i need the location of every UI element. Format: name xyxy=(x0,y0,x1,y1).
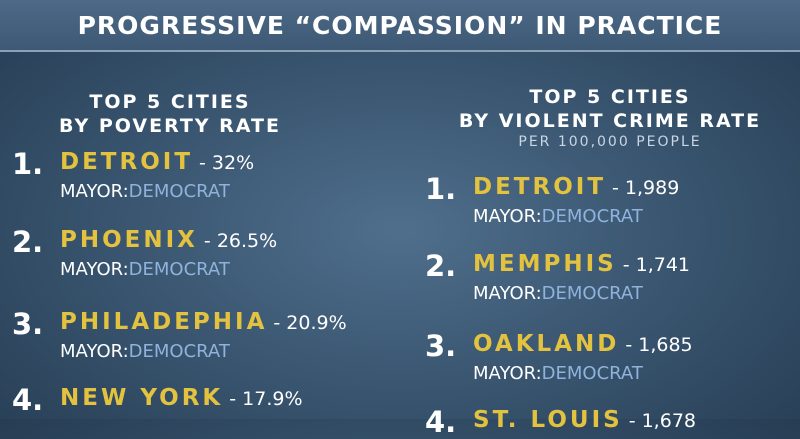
title-banner: PROGRESSIVE “COMPASSION” IN PRACTICE xyxy=(0,0,800,52)
crime-value: - 1,685 xyxy=(625,334,693,356)
mayor-line: MAYOR:DEMOCRAT xyxy=(473,206,643,227)
mayor-line: MAYOR:DEMOCRAT xyxy=(60,341,230,362)
mayor-line: MAYOR:DEMOCRAT xyxy=(473,363,643,384)
poverty-value: - 26.5% xyxy=(203,230,278,252)
city-label: ST. LOUIS xyxy=(473,407,623,433)
rank-number: 4. xyxy=(12,383,44,417)
city-name: NEW YORK - 17.9% xyxy=(60,385,303,411)
mayor-line: MAYOR:DEMOCRAT xyxy=(60,259,230,280)
mayor-line: MAYOR:DEMOCRAT xyxy=(60,181,230,202)
city-label: DETROIT xyxy=(473,174,607,200)
crime-value: - 1,989 xyxy=(612,177,680,199)
city-name: DETROIT - 32% xyxy=(60,149,254,175)
mayor-label: MAYOR: xyxy=(60,341,129,362)
rank-number: 2. xyxy=(425,249,457,283)
banner-title: PROGRESSIVE “COMPASSION” IN PRACTICE xyxy=(77,10,723,40)
rank-number: 3. xyxy=(425,329,457,363)
mayor-label: MAYOR: xyxy=(60,259,129,280)
poverty-value: - 32% xyxy=(199,152,255,174)
mayor-party: DEMOCRAT xyxy=(128,259,230,280)
city-label: NEW YORK xyxy=(60,385,224,411)
poverty-heading-line1: TOP 5 CITIES xyxy=(89,91,251,113)
mayor-label: MAYOR: xyxy=(60,181,129,202)
crime-heading-line2: BY VIOLENT CRIME RATE xyxy=(458,110,762,132)
crime-value: - 1,741 xyxy=(622,254,691,276)
city-name: OAKLAND - 1,685 xyxy=(473,331,693,357)
city-label: OAKLAND xyxy=(473,331,620,357)
rank-number: 2. xyxy=(12,225,44,259)
mayor-party: DEMOCRAT xyxy=(541,206,643,227)
poverty-value: - 20.9% xyxy=(273,312,347,334)
mayor-line: MAYOR:DEMOCRAT xyxy=(473,283,643,304)
rank-number: 4. xyxy=(425,405,457,439)
rank-number: 1. xyxy=(425,172,457,206)
mayor-label: MAYOR: xyxy=(473,363,542,384)
rank-number: 1. xyxy=(12,147,44,181)
mayor-party: DEMOCRAT xyxy=(541,283,643,304)
city-label: MEMPHIS xyxy=(473,251,617,277)
poverty-value: - 17.9% xyxy=(229,388,303,410)
rank-number: 3. xyxy=(12,307,44,341)
crime-heading-line1: TOP 5 CITIES xyxy=(529,86,691,108)
crime-subheading: PER 100,000 PEOPLE xyxy=(518,134,702,150)
mayor-party: DEMOCRAT xyxy=(128,341,230,362)
city-name: MEMPHIS - 1,741 xyxy=(473,251,690,277)
city-label: PHOENIX xyxy=(60,227,198,253)
mayor-label: MAYOR: xyxy=(473,206,542,227)
city-name: PHILADEPHIA - 20.9% xyxy=(60,309,347,335)
city-name: DETROIT - 1,989 xyxy=(473,174,679,200)
mayor-label: MAYOR: xyxy=(473,283,542,304)
poverty-heading-line2: BY POVERTY RATE xyxy=(59,115,281,137)
city-label: PHILADEPHIA xyxy=(60,309,268,335)
city-name: ST. LOUIS - 1,678 xyxy=(473,407,696,433)
mayor-party: DEMOCRAT xyxy=(541,363,643,384)
crime-value: - 1,678 xyxy=(628,410,696,432)
city-name: PHOENIX - 26.5% xyxy=(60,227,277,253)
city-label: DETROIT xyxy=(60,149,194,175)
mayor-party: DEMOCRAT xyxy=(128,181,230,202)
